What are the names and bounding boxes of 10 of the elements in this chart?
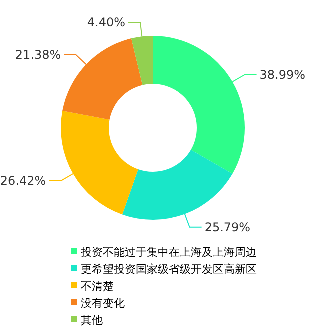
data-label: 21.38%: [15, 48, 62, 62]
legend-label: 更希望投资国家级省级开发区高新区: [81, 263, 257, 276]
legend-label: 其他: [81, 314, 103, 327]
legend-label: 不清楚: [81, 280, 114, 293]
data-label: 25.79%: [204, 220, 251, 234]
legend-label: 没有变化: [81, 297, 125, 310]
legend-label: 投资不能过于集中在上海及上海周边: [80, 246, 257, 259]
data-label: 38.99%: [260, 68, 306, 82]
data-label: 26.42%: [0, 174, 46, 188]
data-label: 4.40%: [87, 16, 126, 30]
